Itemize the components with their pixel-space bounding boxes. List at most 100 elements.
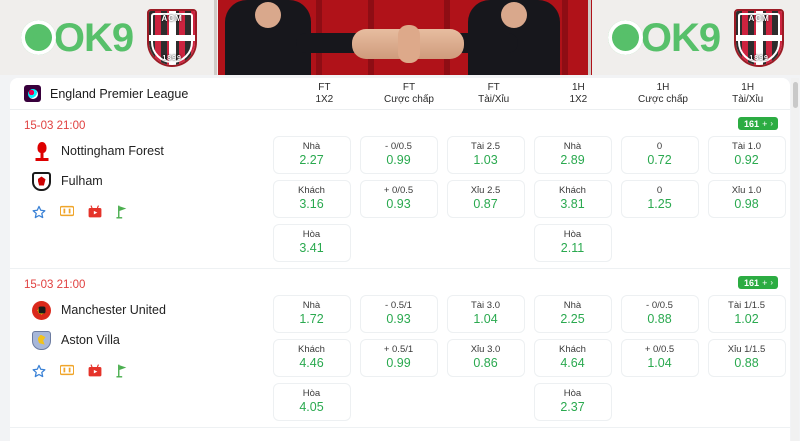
corner-flag-icon[interactable] [116,364,130,378]
away-team-row[interactable]: Fulham [32,166,268,196]
odds-cell[interactable]: Tài 1.0 0.92 [707,136,786,174]
odds-value: 1.72 [299,312,324,327]
odds-label: Khách [298,185,325,197]
odds-cell[interactable]: Xỉu 1.0 0.98 [707,180,786,218]
odds-cell[interactable]: + 0/0.5 0.93 [359,180,438,218]
odds-cell-empty [360,224,438,262]
home-team-name: Nottingham Forest [61,144,164,158]
match-body: Nottingham Forest Fulham [10,136,790,262]
league-title-group[interactable]: England Premier League [24,85,282,102]
home-team-row[interactable]: Manchester United [32,295,268,325]
odds-value: 4.64 [560,356,585,371]
match-time: 15-03 21:00 [24,120,86,132]
odds-label: Nhà [302,141,321,153]
statistics-icon[interactable] [60,364,74,378]
odds-value: 0.99 [386,356,411,371]
odds-cell[interactable]: - 0/0.5 0.99 [359,136,438,174]
statistics-icon[interactable] [60,205,74,219]
odds-column-1h-handicap: 0 0.72 0 1.25 [616,136,703,262]
odds-value: 2.11 [560,241,585,256]
odds-cell[interactable]: + 0.5/1 0.99 [359,339,438,377]
odds-cell-draw[interactable]: Hòa 2.37 [533,383,612,421]
odds-cell-draw[interactable]: Hòa 4.05 [272,383,351,421]
more-markets-badge[interactable]: 161 + › [738,117,778,130]
league-name: England Premier League [50,86,189,101]
match-row: 161 + › 15-03 21:00 Nottingham Forest [10,110,790,269]
odds-value: 1.04 [647,356,672,371]
odds-cell[interactable]: Khách 4.46 [272,339,351,377]
odds-label: - 0.5/1 [385,300,412,312]
video-stream-icon[interactable] [88,364,102,378]
odds-label: + 0/0.5 [644,344,675,356]
odds-column-1h-1x2: Nhà 2.89 Khách 3.81 Hòa 2.11 [529,136,616,262]
odds-cell-draw[interactable]: Hòa 2.11 [533,224,612,262]
odds-cell[interactable]: Nhà 2.89 [533,136,612,174]
market-column-headers: FT 1X2 FT Cược chấp FT Tài/Xỉu 1H 1X2 1H [282,82,790,106]
favorite-star-icon[interactable] [32,364,46,378]
away-team-name: Fulham [61,174,103,188]
odds-label: + 0.5/1 [383,344,414,356]
odds-cell[interactable]: Tài 3.0 1.04 [446,295,525,333]
column-header-ft-handicap: FT Cược chấp [367,82,452,106]
odds-cell[interactable]: Xỉu 1/1.5 0.88 [707,339,786,377]
scrollbar-thumb[interactable] [792,82,798,108]
odds-cell[interactable]: - 0/0.5 0.88 [620,295,699,333]
odds-label: Tài 2.5 [470,141,501,153]
odds-cell[interactable]: - 0.5/1 0.93 [359,295,438,333]
odds-value: 0.72 [647,153,672,168]
favorite-star-icon[interactable] [32,205,46,219]
handshake-graphic [352,25,464,63]
odds-label: Xỉu 1/1.5 [727,344,766,356]
odds-cell[interactable]: Nhà 1.72 [272,295,351,333]
odds-value: 0.87 [473,197,498,212]
corner-flag-icon[interactable] [116,205,130,219]
markets-count: 161 [744,277,760,288]
away-team-row[interactable]: Aston Villa [32,325,268,355]
person-head [501,2,527,28]
banner-board-right: OK9 ACM 1899 [592,0,800,75]
odds-cell[interactable]: Nhà 2.25 [533,295,612,333]
more-markets-badge[interactable]: 161 + › [738,276,778,289]
odds-cell[interactable]: Xỉu 2.5 0.87 [446,180,525,218]
odds-cell[interactable]: Xỉu 3.0 0.86 [446,339,525,377]
odds-cell-empty [360,383,438,421]
odds-value: 0.98 [734,197,759,212]
odds-value: 2.89 [560,153,585,168]
manchester-united-crest-icon [32,300,51,320]
odds-cell[interactable]: 0 1.25 [620,180,699,218]
ac-milan-crest-icon-left: ACM 1899 [147,8,198,67]
odds-cell[interactable]: Tài 1/1.5 1.02 [707,295,786,333]
banner-divider-right [588,0,591,75]
odds-cell[interactable]: Nhà 2.27 [272,136,351,174]
odds-label: Hòa [302,229,321,241]
banner-arm-left [296,33,366,53]
banner-arm-right [452,33,518,53]
odds-cell[interactable]: Tài 2.5 1.03 [446,136,525,174]
col-period: 1H [741,81,755,93]
vertical-scrollbar[interactable] [791,78,799,441]
odds-cell-empty [708,383,786,421]
video-stream-icon[interactable] [88,205,102,219]
odds-cell[interactable]: Khách 4.64 [533,339,612,377]
odds-label: Hòa [302,388,321,400]
odds-cell-draw[interactable]: Hòa 3.41 [272,224,351,262]
odds-cell[interactable]: Khách 3.16 [272,180,351,218]
odds-value: 4.05 [299,400,324,415]
odds-column-ft-1x2: Nhà 2.27 Khách 3.16 Hòa 3.41 [268,136,355,262]
match-time: 15-03 21:00 [24,279,86,291]
teams-column: Manchester United Aston Villa [10,295,268,421]
odds-column-ft-handicap: - 0/0.5 0.99 + 0/0.5 0.93 [355,136,442,262]
odds-value: 2.37 [560,400,585,415]
crest-label-top: ACM [161,13,183,23]
odds-cell[interactable]: + 0/0.5 1.04 [620,339,699,377]
odds-cell-empty [621,383,699,421]
crest-label-year: 1899 [749,54,769,62]
column-header-1h-1x2: 1H 1X2 [536,82,621,106]
home-team-row[interactable]: Nottingham Forest [32,136,268,166]
odds-cell[interactable]: Khách 3.81 [533,180,612,218]
odds-cell-empty [447,224,525,262]
odds-grid: Nhà 1.72 Khách 4.46 Hòa 4.05 - 0.5/1 0.93 + … [268,295,790,421]
promo-banner[interactable]: OK9 ACM 1899 OK9 [0,0,800,75]
odds-cell[interactable]: 0 0.72 [620,136,699,174]
ok9-logo-right: OK9 [607,18,721,58]
